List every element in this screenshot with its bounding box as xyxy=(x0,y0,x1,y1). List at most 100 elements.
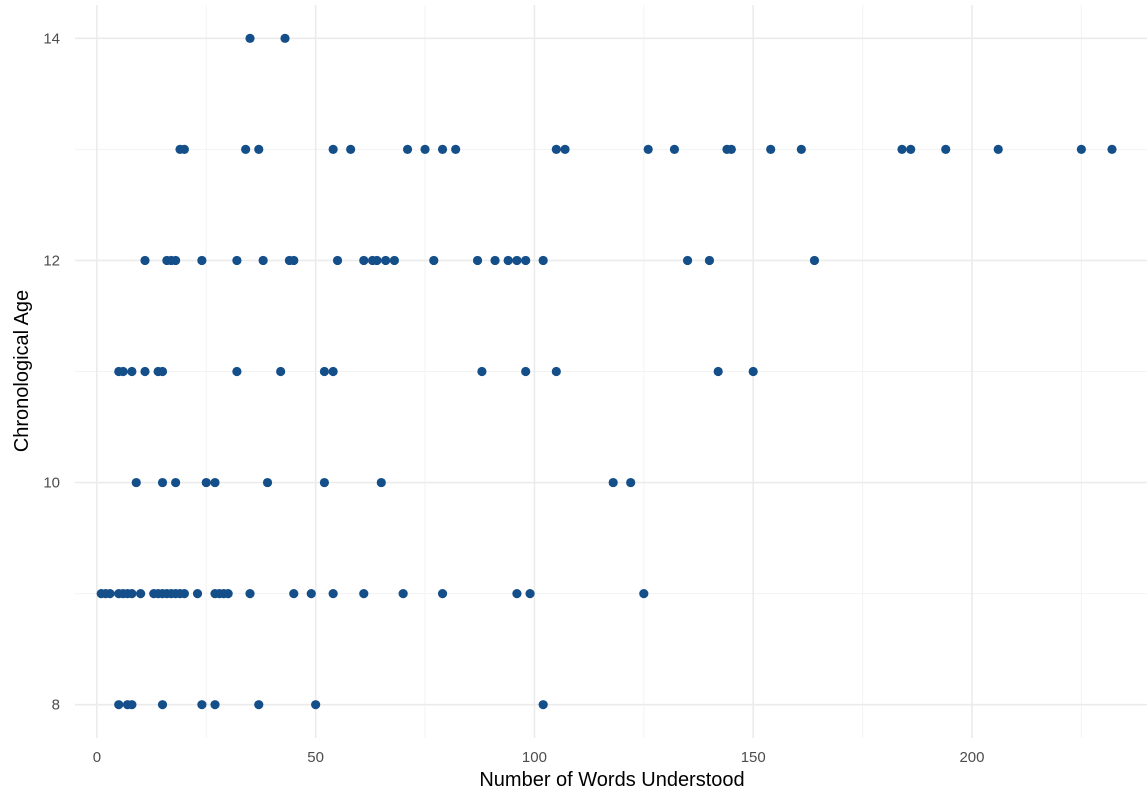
data-point xyxy=(669,144,680,154)
data-point xyxy=(289,255,299,266)
data-point xyxy=(704,255,715,266)
data-point xyxy=(254,700,264,710)
data-point xyxy=(157,477,168,488)
data-point xyxy=(713,366,723,377)
data-point xyxy=(525,589,535,599)
x-tick-label: 50 xyxy=(307,749,324,766)
data-point xyxy=(114,700,124,710)
data-point xyxy=(398,589,408,599)
data-point xyxy=(332,255,343,266)
data-point xyxy=(437,589,448,599)
data-point xyxy=(179,144,189,154)
data-point xyxy=(157,700,168,710)
data-point xyxy=(512,255,522,266)
data-point xyxy=(376,477,386,488)
data-point xyxy=(179,589,189,599)
x-tick-label: 200 xyxy=(959,749,984,766)
data-point xyxy=(319,477,330,488)
data-point xyxy=(328,144,338,154)
data-point xyxy=(389,255,400,266)
data-point xyxy=(258,255,268,266)
data-point xyxy=(381,255,391,266)
data-point xyxy=(809,255,820,266)
data-point xyxy=(245,589,255,599)
y-tick-label: 14 xyxy=(43,30,60,47)
data-point xyxy=(140,366,150,377)
data-point xyxy=(210,700,220,710)
data-point xyxy=(328,589,338,599)
data-point xyxy=(521,366,531,377)
data-point xyxy=(127,700,137,710)
data-point xyxy=(608,477,618,488)
data-point xyxy=(245,33,255,43)
data-point xyxy=(897,144,907,154)
y-axis-title: Chronological Age xyxy=(11,290,33,452)
data-point xyxy=(223,589,233,599)
data-point xyxy=(276,366,286,377)
data-point xyxy=(346,144,356,154)
data-point xyxy=(280,33,290,43)
data-point xyxy=(319,366,330,377)
data-point xyxy=(906,144,916,154)
data-point xyxy=(477,366,487,377)
data-point xyxy=(626,477,636,488)
data-point xyxy=(197,255,207,266)
data-point xyxy=(643,144,653,154)
data-point xyxy=(538,700,548,710)
data-point xyxy=(1076,144,1086,154)
data-point xyxy=(748,366,758,377)
data-point xyxy=(429,255,439,266)
data-point xyxy=(560,144,570,154)
data-point xyxy=(639,589,649,599)
data-point xyxy=(472,255,483,266)
data-point xyxy=(131,477,141,488)
data-point xyxy=(993,144,1003,154)
data-point xyxy=(420,144,430,154)
data-point xyxy=(941,144,951,154)
data-point xyxy=(157,366,168,377)
data-point xyxy=(136,589,146,599)
data-point xyxy=(512,589,522,599)
data-point xyxy=(451,144,461,154)
data-points xyxy=(96,33,1117,710)
data-point xyxy=(372,255,382,266)
data-point xyxy=(262,477,273,488)
data-point xyxy=(127,589,137,599)
x-tick-label: 100 xyxy=(522,749,547,766)
data-point xyxy=(682,255,693,266)
data-point xyxy=(359,589,369,599)
data-point xyxy=(171,477,181,488)
major-gridlines xyxy=(75,5,1147,738)
data-point xyxy=(328,366,338,377)
data-point xyxy=(127,366,137,377)
data-point xyxy=(201,477,211,488)
data-point xyxy=(140,255,150,266)
data-point xyxy=(551,144,561,154)
data-point xyxy=(118,366,128,377)
data-point xyxy=(1107,144,1117,154)
x-tick-label: 0 xyxy=(93,749,101,766)
data-point xyxy=(521,255,531,266)
data-point xyxy=(254,144,264,154)
data-point xyxy=(210,477,220,488)
data-point xyxy=(402,144,413,154)
data-point xyxy=(796,144,806,154)
data-point xyxy=(232,366,242,377)
data-point xyxy=(289,589,299,599)
data-point xyxy=(726,144,736,154)
data-point xyxy=(359,255,369,266)
data-point xyxy=(490,255,500,266)
data-point xyxy=(437,144,448,154)
data-point xyxy=(306,589,316,599)
y-axis-tick-labels: 8 10 12 14 xyxy=(43,30,60,713)
data-point xyxy=(171,255,181,266)
data-point xyxy=(766,144,776,154)
data-point xyxy=(105,589,115,599)
x-axis-title: Number of Words Understood xyxy=(479,769,744,791)
data-point xyxy=(551,366,561,377)
y-tick-label: 8 xyxy=(52,697,60,714)
x-axis-tick-labels: 0 50 100 150 200 xyxy=(93,749,985,766)
y-tick-label: 12 xyxy=(43,252,60,269)
